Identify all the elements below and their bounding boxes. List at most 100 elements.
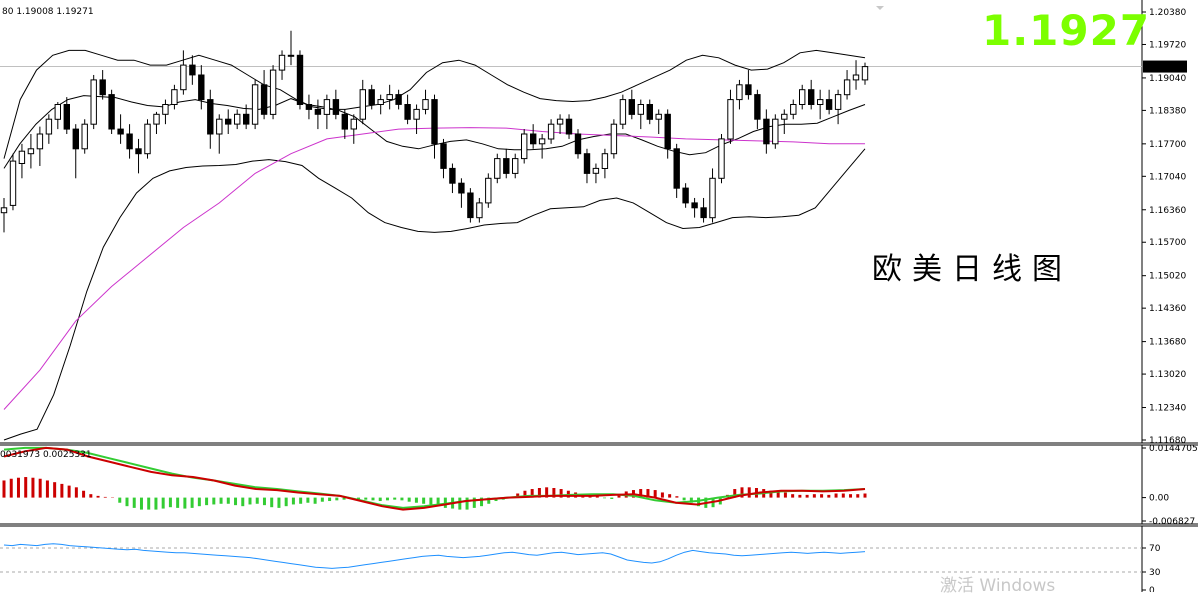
candle — [538, 134, 546, 159]
candle — [135, 138, 142, 174]
candle — [386, 84, 393, 110]
candle — [422, 89, 429, 115]
price-tick-label: 1.19040 — [1149, 74, 1186, 84]
price-header-text: 80 1.19008 1.19271 — [2, 7, 94, 17]
candle — [691, 197, 698, 218]
candle-body-bear — [198, 74, 205, 101]
macd-axis: 0.0144705 0.00 -0.006827 — [1142, 444, 1198, 527]
candle — [467, 188, 474, 223]
candle — [646, 99, 653, 125]
candle-body-bear — [296, 54, 304, 105]
candle-body-bear — [763, 118, 770, 145]
candle-body-bull — [736, 84, 743, 101]
macd-panel: 0.0144705 0.00 -0.006827 0031973 0.0025331 — [0, 444, 1198, 527]
rsi-panel: 70 30 0 — [0, 525, 1198, 592]
macd-lines — [3, 446, 866, 511]
candle — [619, 94, 627, 130]
candle — [601, 148, 609, 179]
candle-body-bull — [843, 79, 851, 96]
candle — [431, 94, 438, 159]
candle-body-bull — [45, 118, 53, 135]
candle — [99, 70, 106, 100]
candle — [834, 89, 842, 125]
candle — [341, 109, 349, 139]
candle-body-bear — [754, 94, 761, 120]
candle — [494, 153, 501, 184]
candle — [512, 153, 519, 179]
candle — [81, 119, 88, 154]
candle — [547, 119, 555, 144]
candle-body-bear — [682, 187, 689, 204]
candle — [368, 84, 375, 110]
candle-body-bull — [790, 104, 797, 115]
current-price-display: 1.1927 — [982, 6, 1151, 55]
price-tick-label: 1.13020 — [1149, 370, 1186, 380]
candle — [198, 65, 205, 110]
price-tick-label: 1.13680 — [1149, 338, 1186, 348]
price-axis: 1.20380 1.19720 1.19040 1.18380 1.17700 1.170… — [1142, 8, 1187, 446]
price-tick-label: 1.14360 — [1149, 304, 1186, 314]
candle-body-bull — [619, 99, 627, 125]
candle-body-bull — [162, 104, 169, 115]
candle — [503, 148, 510, 179]
candle-body-bear — [565, 118, 573, 135]
candle-body-bear — [458, 182, 465, 194]
candle-body-bear — [243, 113, 250, 125]
candle-body-bear — [530, 133, 537, 145]
candle-body-bear — [583, 153, 591, 174]
candle-body-bull — [413, 108, 420, 120]
candle — [790, 99, 797, 120]
candle-body-bull — [485, 177, 492, 204]
candle-body-bear — [341, 113, 349, 130]
macd-tick-label: 0.0144705 — [1149, 444, 1198, 454]
candle — [628, 89, 635, 120]
windows-activation-watermark: 激活 Windows — [940, 576, 1056, 596]
candle-body-bear — [63, 104, 70, 130]
candle — [350, 114, 358, 144]
candle-body-bull — [601, 153, 609, 169]
candle-body-bull — [0, 207, 8, 214]
candle — [852, 60, 860, 90]
candle — [63, 97, 70, 135]
candle — [126, 124, 133, 159]
candle-body-bull — [592, 167, 600, 174]
price-tick-label: 1.20380 — [1149, 8, 1186, 18]
candle-body-bull — [350, 118, 358, 130]
candle — [825, 89, 833, 115]
candle-body-bull — [718, 138, 725, 179]
candle-body-bear — [117, 128, 124, 135]
scroll-marker-icon[interactable] — [876, 6, 884, 10]
rsi-axis: 70 30 0 — [1142, 544, 1161, 592]
macd-signal-line — [3, 446, 866, 511]
candle — [565, 114, 573, 139]
candle — [745, 70, 752, 100]
candle — [260, 70, 268, 120]
price-panel: 1.20380 1.19720 1.19040 1.18380 1.17700 1.170… — [0, 0, 1198, 446]
candle — [574, 129, 582, 159]
candle-body-bear — [574, 133, 582, 155]
price-tick-label: 1.12340 — [1149, 404, 1186, 414]
candle-body-bear — [503, 158, 510, 174]
price-tick-label: 1.11680 — [1149, 436, 1186, 446]
candle-body-bear — [808, 89, 815, 105]
rsi-levels — [0, 547, 1142, 573]
candle-body-bull — [9, 160, 17, 206]
candle-body-bear — [745, 84, 752, 96]
candle-body-bear — [207, 99, 214, 135]
candle-body-bear — [646, 104, 653, 120]
candle-body-bull — [251, 84, 259, 125]
candle — [673, 143, 680, 198]
candle-body-bull — [476, 202, 483, 219]
candle-body-bear — [314, 108, 322, 115]
candle-body-bear — [431, 99, 438, 145]
candle-body-bull — [817, 99, 824, 105]
candle — [72, 124, 79, 179]
candle-body-bull — [637, 104, 644, 115]
candle — [117, 114, 124, 144]
candle-body-bull — [494, 158, 501, 179]
candle — [90, 74, 97, 130]
candle-body-bull — [422, 99, 429, 110]
price-tick-label: 1.15700 — [1149, 238, 1186, 248]
candle — [207, 89, 214, 149]
